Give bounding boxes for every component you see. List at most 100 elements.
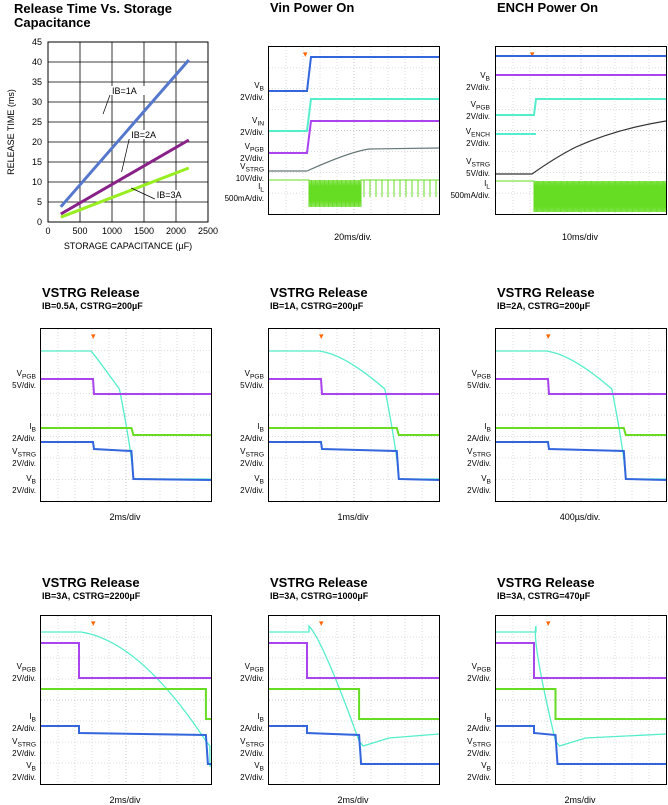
vin-scope: ▾ bbox=[268, 46, 440, 215]
series-label: IB=3A bbox=[157, 190, 182, 200]
series-line-3 bbox=[60, 166, 190, 219]
release-scope: ▾ bbox=[40, 615, 212, 785]
trace-vpgb bbox=[269, 120, 439, 154]
series-label-bg bbox=[130, 130, 165, 139]
release-title: VSTRG Release bbox=[270, 285, 368, 300]
trace-vb bbox=[496, 441, 667, 481]
series-label-bg bbox=[155, 190, 190, 199]
trigger-marker: ▾ bbox=[546, 618, 551, 628]
trace-vstrg bbox=[496, 120, 667, 175]
release-scope: ▾ bbox=[495, 328, 667, 502]
vin-title: Vin Power On bbox=[270, 0, 355, 15]
release-scope: ▾ bbox=[268, 615, 440, 785]
trace-vpgb bbox=[269, 642, 439, 679]
series-leader bbox=[121, 138, 130, 173]
label-vstrg: VSTRG 2V/div. bbox=[12, 447, 36, 468]
y-tick-label: 20 bbox=[32, 137, 42, 147]
trace-vpgb bbox=[496, 378, 666, 395]
label-vpgb: VPGB 5V/div. bbox=[467, 369, 491, 390]
release-scope: ▾ bbox=[268, 328, 440, 502]
series-label: IB=1A bbox=[112, 86, 137, 96]
trace-vb bbox=[269, 441, 440, 481]
trigger-marker: ▾ bbox=[546, 331, 551, 341]
release-timebase: 2ms/div bbox=[337, 795, 369, 805]
x-tick-label: 500 bbox=[72, 226, 87, 236]
release-title: VSTRG Release bbox=[42, 575, 140, 590]
x-tick-label: 1000 bbox=[102, 226, 122, 236]
trace-vstrg bbox=[269, 147, 440, 172]
series-label: IB=2A bbox=[131, 130, 156, 140]
y-tick-label: 30 bbox=[32, 97, 42, 107]
y-tick-label: 5 bbox=[37, 197, 42, 207]
label-ib: IB 2A/div. bbox=[467, 712, 491, 733]
release-title: VSTRG Release bbox=[270, 575, 368, 590]
trigger-marker: ▾ bbox=[91, 618, 96, 628]
release-subtitle: IB=0.5A, CSTRG=200µF bbox=[42, 301, 143, 311]
x-tick-label: 2500 bbox=[198, 226, 218, 236]
series-leader bbox=[102, 94, 111, 115]
label-vpgb: VPGB 2V/div. bbox=[12, 662, 36, 683]
trace-vstrg bbox=[41, 350, 211, 480]
label-ib: IB 2A/div. bbox=[240, 422, 264, 443]
trigger-marker: ▾ bbox=[319, 331, 324, 341]
vin-label-il: IL 500mA/div. bbox=[224, 182, 264, 203]
label-vb: VB 2V/div. bbox=[467, 761, 491, 782]
ench-title: ENCH Power On bbox=[497, 0, 599, 15]
label-vstrg: VSTRG 2V/div. bbox=[240, 737, 264, 758]
vin-label-vstrg: VSTRG 10V/div. bbox=[235, 162, 264, 183]
trace-vpgb bbox=[496, 98, 666, 116]
chart-title: Release Time Vs. Storage Capacitance bbox=[14, 1, 173, 30]
label-vstrg: VSTRG 2V/div. bbox=[467, 447, 491, 468]
ench-label-vpgb: VPGB 2V/div. bbox=[466, 100, 490, 121]
release-timebase: 1ms/div bbox=[337, 512, 369, 522]
label-vb: VB 2V/div. bbox=[467, 474, 491, 495]
trace-vpgb bbox=[496, 642, 666, 679]
vin-label-vpgb: VPGB 2V/div. bbox=[240, 142, 264, 163]
series-leader bbox=[131, 187, 155, 200]
release-subtitle: IB=3A, CSTRG=2200µF bbox=[42, 591, 141, 601]
label-ib: IB 2A/div. bbox=[12, 712, 36, 733]
trace-vb bbox=[269, 56, 439, 92]
release-timebase: 400µs/div. bbox=[559, 512, 601, 522]
label-vb: VB 2V/div. bbox=[12, 474, 36, 495]
release-scope: ▾ bbox=[495, 615, 667, 785]
release-subtitle: IB=3A, CSTRG=470µF bbox=[497, 591, 591, 601]
vin-label-vin: VIN 2V/div. bbox=[240, 116, 264, 137]
y-axis-label: RELEASE TIME (ms) bbox=[6, 89, 16, 175]
trace-vin bbox=[269, 98, 439, 132]
trace-ib bbox=[41, 688, 211, 720]
y-tick-label: 0 bbox=[37, 217, 42, 227]
ench-timebase: 10ms/div bbox=[561, 232, 598, 242]
trace-vpgb bbox=[41, 642, 211, 679]
trace-vb bbox=[41, 441, 212, 481]
release-time-plot: 0 5 10 15 20 25 30 35 40 45 0 500 1000 1500 2000 2500 ST… bbox=[6, 38, 218, 251]
label-vb: VB 2V/div. bbox=[240, 474, 264, 495]
label-vpgb: VPGB 5V/div. bbox=[12, 369, 36, 390]
label-ib: IB 2A/div. bbox=[467, 422, 491, 443]
release-timebase: 2ms/div bbox=[109, 795, 141, 805]
trace-il bbox=[496, 180, 667, 213]
label-vpgb: VPGB 5V/div. bbox=[240, 369, 264, 390]
trace-vb bbox=[41, 725, 211, 765]
x-axis-label: STORAGE CAPACITANCE (µF) bbox=[64, 241, 192, 251]
trace-ib bbox=[496, 688, 666, 720]
trace-vpgb bbox=[41, 378, 211, 395]
release-subtitle: IB=1A, CSTRG=200µF bbox=[270, 301, 364, 311]
ench-label-vstrg: VSTRG 5V/div. bbox=[466, 157, 490, 178]
label-vb: VB 2V/div. bbox=[240, 761, 264, 782]
series-line-1 bbox=[59, 59, 190, 208]
y-tick-label: 25 bbox=[32, 117, 42, 127]
label-vstrg: VSTRG 2V/div. bbox=[240, 447, 264, 468]
release-subtitle: IB=2A, CSTRG=200µF bbox=[497, 301, 591, 311]
vin-timebase: 20ms/div. bbox=[334, 232, 372, 242]
ench-label-vench: VENCH 2V/div. bbox=[465, 127, 490, 148]
trigger-marker: ▾ bbox=[91, 331, 96, 341]
trace-vb bbox=[496, 725, 666, 765]
label-vpgb: VPGB 2V/div. bbox=[467, 662, 491, 683]
release-title: VSTRG Release bbox=[42, 285, 140, 300]
y-tick-label: 40 bbox=[32, 57, 42, 67]
y-tick-label: 35 bbox=[32, 77, 42, 87]
y-tick-label: 45 bbox=[32, 38, 42, 47]
trace-vpgb bbox=[269, 378, 439, 395]
label-ib: IB 2A/div. bbox=[12, 422, 36, 443]
